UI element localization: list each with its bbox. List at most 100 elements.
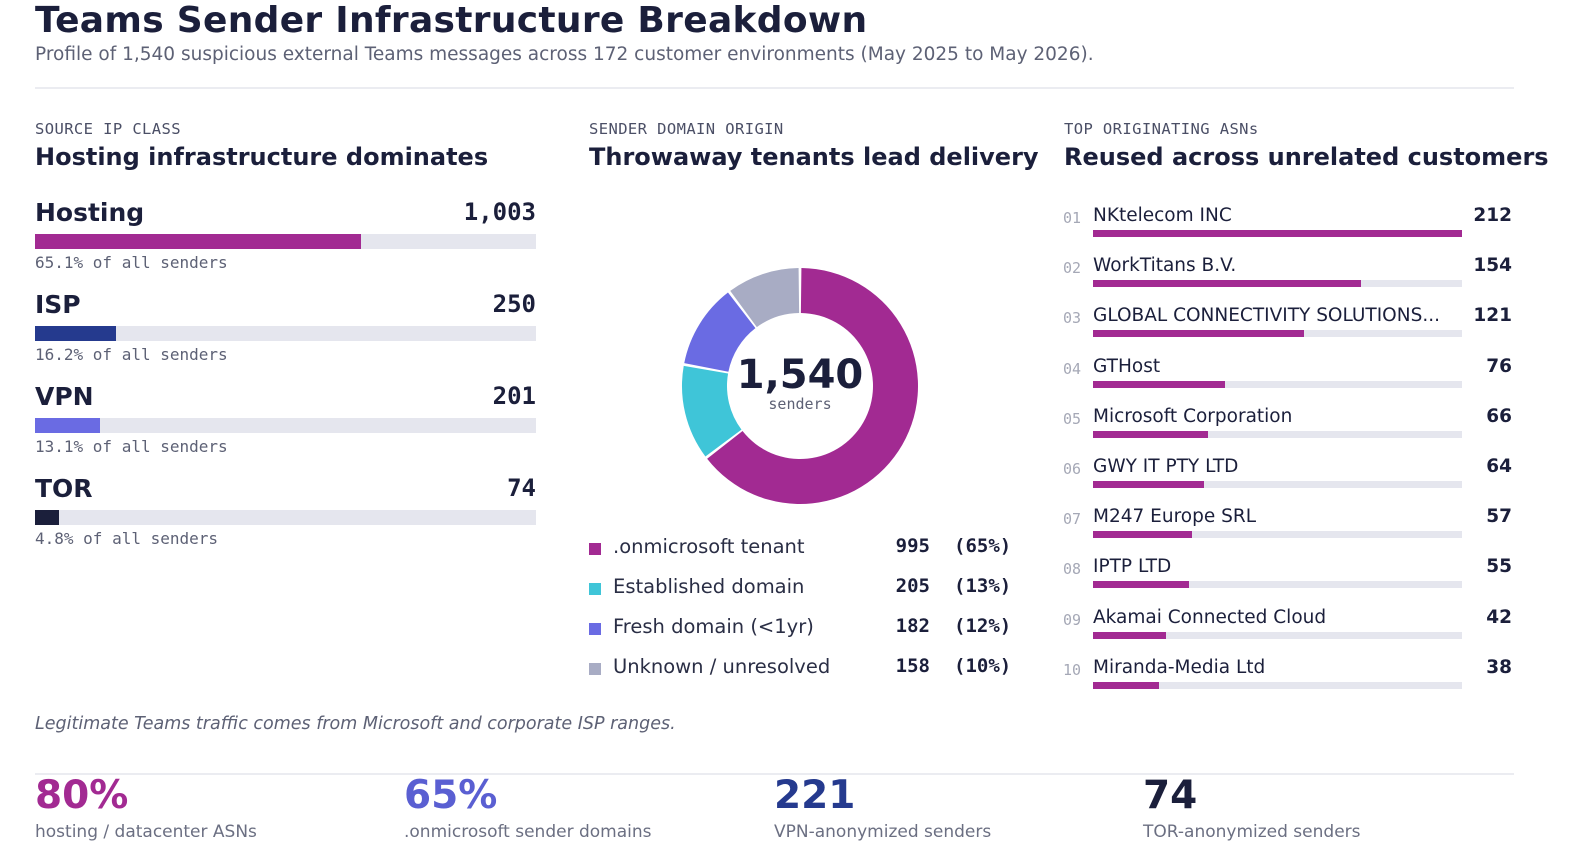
asn-name: NKtelecom INC — [1093, 205, 1232, 226]
legend-count: 158 — [895, 655, 930, 677]
domain-origin-heading: Throwaway tenants lead delivery — [589, 143, 1039, 171]
asn-value: 212 — [1473, 205, 1512, 226]
asn-row: 04 GTHost 76 — [1063, 353, 1514, 401]
ip-class-label: TOR — [35, 474, 93, 503]
asn-name: GTHost — [1093, 355, 1161, 377]
asn-value: 55 — [1486, 556, 1512, 578]
asn-track — [1093, 380, 1462, 388]
asn-name: M247 Europe SRL — [1093, 506, 1256, 528]
ip-class-bar — [35, 418, 101, 433]
ip-class-value: 250 — [492, 290, 536, 318]
kpi-value: 65% — [404, 773, 498, 818]
ip-class-label: ISP — [35, 290, 81, 319]
kpi-caption: .onmicrosoft sender domains — [404, 822, 652, 842]
kpi-onmicrosoft: 65% .onmicrosoft sender domains — [404, 772, 764, 842]
donut-slice — [730, 268, 800, 328]
asn-value: 121 — [1473, 305, 1512, 327]
asn-value: 38 — [1486, 656, 1512, 678]
asn-bar — [1093, 330, 1304, 338]
kpi-value: 80% — [35, 773, 129, 818]
donut-center-label: senders — [768, 395, 831, 413]
ip-class-bar — [35, 326, 117, 341]
asn-row: 02 WorkTitans B.V. 154 — [1063, 252, 1514, 300]
header-divider — [35, 87, 1514, 89]
kpi-tor: 74 TOR-anonymized senders — [1143, 772, 1503, 842]
asn-rank: 03 — [1063, 309, 1082, 328]
ip-class-share: 16.2% of all senders — [35, 345, 228, 364]
ip-class-bar — [35, 234, 362, 249]
legend-percent: (12%) — [954, 615, 1012, 637]
asn-bar — [1093, 681, 1160, 689]
legend-item: Unknown / unresolved 158 (10%) — [588, 655, 1028, 685]
donut-slice — [682, 365, 742, 457]
asn-rank: 05 — [1063, 409, 1082, 428]
asn-row: 07 M247 Europe SRL 57 — [1063, 503, 1514, 551]
asn-bar — [1093, 230, 1462, 237]
legend-percent: (10%) — [954, 655, 1012, 677]
ip-class-track — [35, 418, 536, 433]
kpi-caption: TOR-anonymized senders — [1143, 822, 1361, 842]
legend-swatch — [589, 623, 601, 635]
legend-label: .onmicrosoft tenant — [613, 535, 805, 558]
asn-track — [1093, 280, 1462, 288]
ip-class-bar — [35, 510, 60, 525]
asn-rank: 04 — [1063, 359, 1082, 378]
asn-row: 08 IPTP LTD 55 — [1063, 553, 1514, 601]
asn-bar — [1093, 380, 1226, 388]
asn-rank: 08 — [1063, 560, 1082, 579]
donut-center-value: 1,540 — [737, 352, 864, 398]
asn-track — [1093, 430, 1462, 438]
kpi-value: 221 — [774, 773, 856, 818]
legend-item: Fresh domain (<1yr) 182 (12%) — [588, 615, 1028, 645]
legend-item: Established domain 205 (13%) — [588, 575, 1028, 605]
asn-rank: 09 — [1063, 610, 1082, 629]
asn-row: 10 Miranda-Media Ltd 38 — [1063, 654, 1514, 702]
footnote: Legitimate Teams traffic comes from Micr… — [35, 714, 676, 734]
asn-bar — [1093, 531, 1193, 539]
ip-class-value: 201 — [492, 382, 536, 410]
page-subtitle: Profile of 1,540 suspicious external Tea… — [35, 44, 1094, 65]
ip-class-share: 13.1% of all senders — [35, 437, 228, 456]
asn-name: Akamai Connected Cloud — [1093, 606, 1327, 628]
ip-class-value: 74 — [507, 474, 536, 502]
asn-name: GWY IT PTY LTD — [1093, 456, 1239, 477]
legend-swatch — [589, 663, 601, 675]
domain-origin-donut: 1,540 senders — [682, 268, 918, 504]
legend-percent: (13%) — [954, 575, 1012, 597]
asn-track — [1093, 681, 1462, 689]
ip-class-row: VPN 201 13.1% of all senders — [35, 382, 536, 474]
asn-rank: 02 — [1063, 259, 1082, 278]
kpi-divider — [35, 773, 1514, 775]
kpi-vpn: 221 VPN-anonymized senders — [774, 772, 1134, 842]
ip-class-row: Hosting 1,003 65.1% of all senders — [35, 198, 536, 290]
legend-label: Unknown / unresolved — [613, 655, 831, 678]
asn-heading: Reused across unrelated customers — [1064, 143, 1549, 171]
asn-rank: 07 — [1063, 510, 1082, 529]
asn-value: 76 — [1486, 355, 1512, 377]
asn-rank: 06 — [1063, 460, 1082, 478]
kpi-hosting: 80% hosting / datacenter ASNs — [35, 772, 395, 842]
asn-name: GLOBAL CONNECTIVITY SOLUTIONS... — [1093, 305, 1440, 327]
ip-class-track — [35, 326, 536, 341]
asn-rank: 10 — [1063, 660, 1082, 679]
asn-track — [1093, 230, 1462, 237]
asn-name: WorkTitans B.V. — [1093, 255, 1237, 277]
asn-bar — [1093, 280, 1362, 288]
asn-value: 42 — [1486, 606, 1512, 628]
ip-class-share: 4.8% of all senders — [35, 529, 219, 548]
ip-class-label: Hosting — [35, 198, 145, 227]
asn-value: 154 — [1473, 255, 1512, 277]
legend-label: Established domain — [613, 575, 805, 598]
asn-row: 06 GWY IT PTY LTD 64 — [1063, 453, 1514, 501]
ip-class-row: ISP 250 16.2% of all senders — [35, 290, 536, 382]
kpi-caption: hosting / datacenter ASNs — [35, 822, 257, 842]
legend-swatch — [589, 543, 601, 555]
legend-count: 995 — [895, 535, 930, 557]
asn-name: IPTP LTD — [1093, 556, 1172, 578]
ip-class-track — [35, 234, 536, 249]
legend-label: Fresh domain (<1yr) — [613, 615, 814, 638]
ip-class-label: VPN — [35, 382, 94, 411]
asn-value: 57 — [1486, 506, 1512, 528]
ip-class-track — [35, 510, 536, 525]
asn-bar — [1093, 631, 1167, 639]
